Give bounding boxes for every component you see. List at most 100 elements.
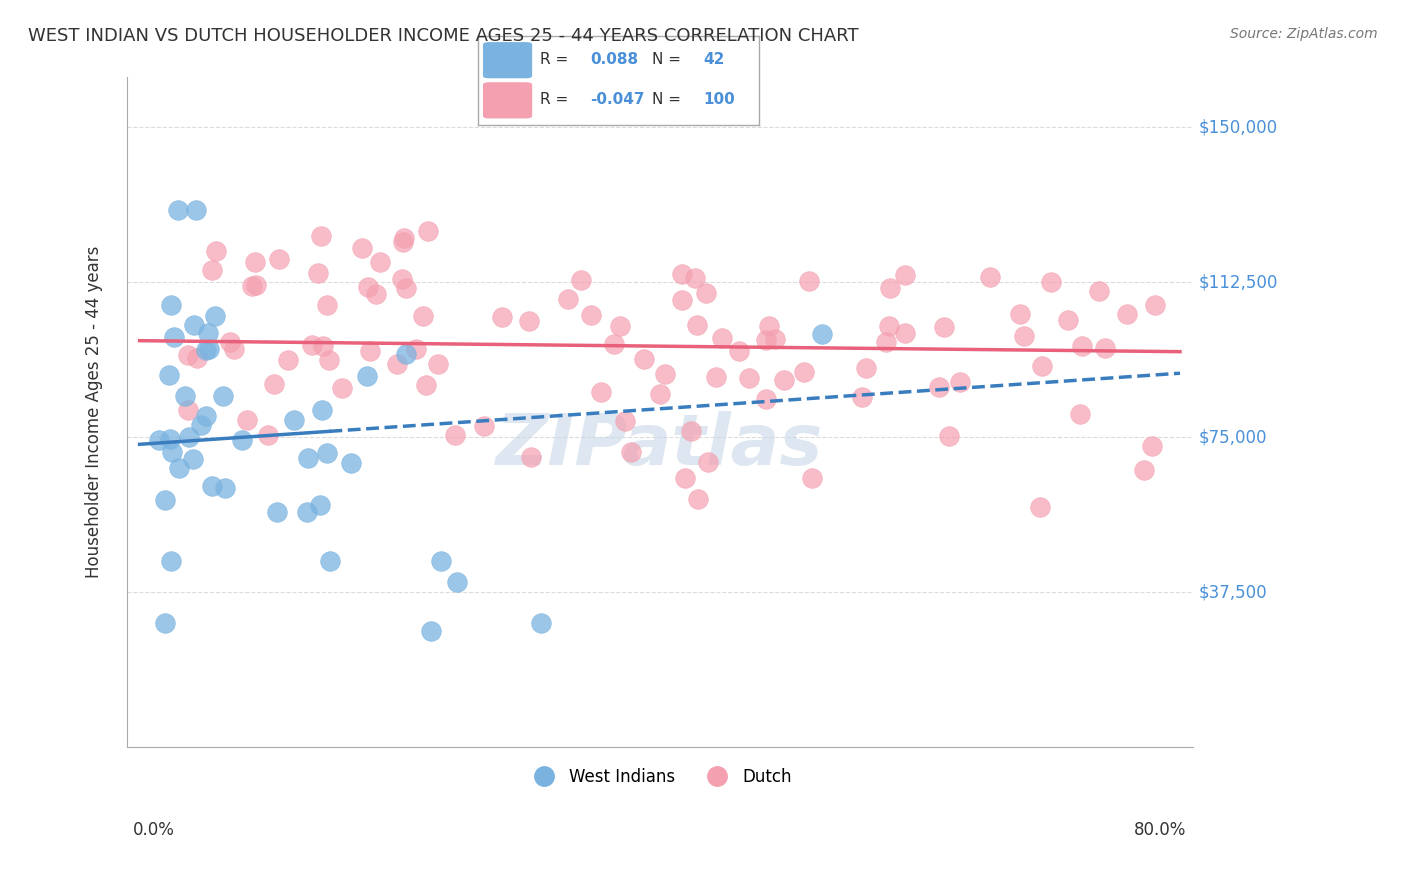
Point	[173, 389, 195, 403]
Text: 42: 42	[703, 53, 724, 67]
Point	[949, 375, 972, 389]
Point	[695, 286, 717, 301]
Point	[1144, 298, 1167, 312]
Point	[197, 326, 219, 340]
Point	[195, 343, 218, 357]
Point	[517, 314, 540, 328]
Point	[1008, 307, 1031, 321]
Point	[704, 370, 727, 384]
Point	[1088, 284, 1111, 298]
Point	[893, 268, 915, 282]
Text: -0.047: -0.047	[591, 93, 645, 107]
Point	[245, 278, 267, 293]
FancyBboxPatch shape	[484, 83, 531, 118]
Point	[928, 380, 950, 394]
Point	[277, 352, 299, 367]
Point	[204, 244, 226, 258]
Point	[772, 373, 794, 387]
Point	[318, 353, 340, 368]
Point	[356, 368, 378, 383]
Point	[257, 428, 280, 442]
Point	[295, 505, 318, 519]
Point	[530, 615, 553, 630]
Point	[1029, 500, 1052, 515]
Point	[893, 326, 915, 340]
Point	[801, 471, 824, 485]
Point	[204, 309, 226, 323]
Point	[609, 319, 631, 334]
Point	[420, 624, 443, 639]
Point	[697, 455, 720, 469]
Point	[391, 235, 413, 249]
Point	[218, 334, 240, 349]
Point	[797, 273, 820, 287]
Point	[1094, 341, 1116, 355]
Point	[160, 554, 183, 568]
Point	[614, 414, 637, 428]
Point	[391, 272, 413, 286]
Point	[1071, 339, 1094, 353]
Point	[163, 330, 186, 344]
FancyBboxPatch shape	[484, 43, 531, 78]
Point	[316, 446, 339, 460]
Point	[311, 403, 333, 417]
Point	[395, 281, 418, 295]
Point	[177, 348, 200, 362]
Point	[1133, 463, 1156, 477]
Point	[148, 434, 170, 448]
Point	[877, 319, 900, 334]
Point	[673, 471, 696, 485]
Point	[194, 409, 217, 424]
Point	[430, 554, 453, 568]
Point	[754, 334, 776, 348]
Point	[979, 270, 1001, 285]
Point	[654, 368, 676, 382]
Point	[443, 428, 465, 442]
Point	[177, 402, 200, 417]
Text: R =: R =	[540, 93, 568, 107]
Point	[405, 342, 427, 356]
Point	[1039, 275, 1062, 289]
Point	[179, 430, 201, 444]
Point	[201, 478, 224, 492]
Point	[711, 330, 734, 344]
Point	[214, 482, 236, 496]
Point	[728, 343, 751, 358]
Y-axis label: Householder Income Ages 25 - 44 years: Householder Income Ages 25 - 44 years	[86, 246, 103, 578]
Point	[557, 293, 579, 307]
Point	[183, 318, 205, 332]
Point	[340, 456, 363, 470]
Point	[603, 337, 626, 351]
Point	[330, 381, 353, 395]
Point	[620, 445, 643, 459]
Text: WEST INDIAN VS DUTCH HOUSEHOLDER INCOME AGES 25 - 44 YEARS CORRELATION CHART: WEST INDIAN VS DUTCH HOUSEHOLDER INCOME …	[28, 27, 859, 45]
Point	[350, 241, 373, 255]
Point	[368, 255, 391, 269]
Point	[301, 338, 323, 352]
Point	[297, 451, 319, 466]
Point	[159, 432, 181, 446]
Point	[738, 371, 761, 385]
Text: $75,000: $75,000	[1199, 428, 1267, 446]
Point	[1012, 329, 1035, 343]
Point	[162, 445, 184, 459]
Point	[211, 389, 233, 403]
Point	[416, 224, 439, 238]
Point	[356, 280, 378, 294]
Point	[412, 309, 434, 323]
Point	[938, 429, 960, 443]
Text: 100: 100	[703, 93, 735, 107]
Point	[755, 392, 778, 407]
Point	[231, 433, 253, 447]
Point	[650, 386, 672, 401]
Point	[671, 293, 693, 307]
Text: $150,000: $150,000	[1199, 118, 1278, 136]
Point	[240, 279, 263, 293]
Point	[569, 273, 592, 287]
Point	[392, 231, 415, 245]
Text: R =: R =	[540, 53, 568, 67]
Point	[224, 343, 246, 357]
Point	[319, 554, 342, 568]
Point	[243, 255, 266, 269]
Point	[160, 298, 183, 312]
